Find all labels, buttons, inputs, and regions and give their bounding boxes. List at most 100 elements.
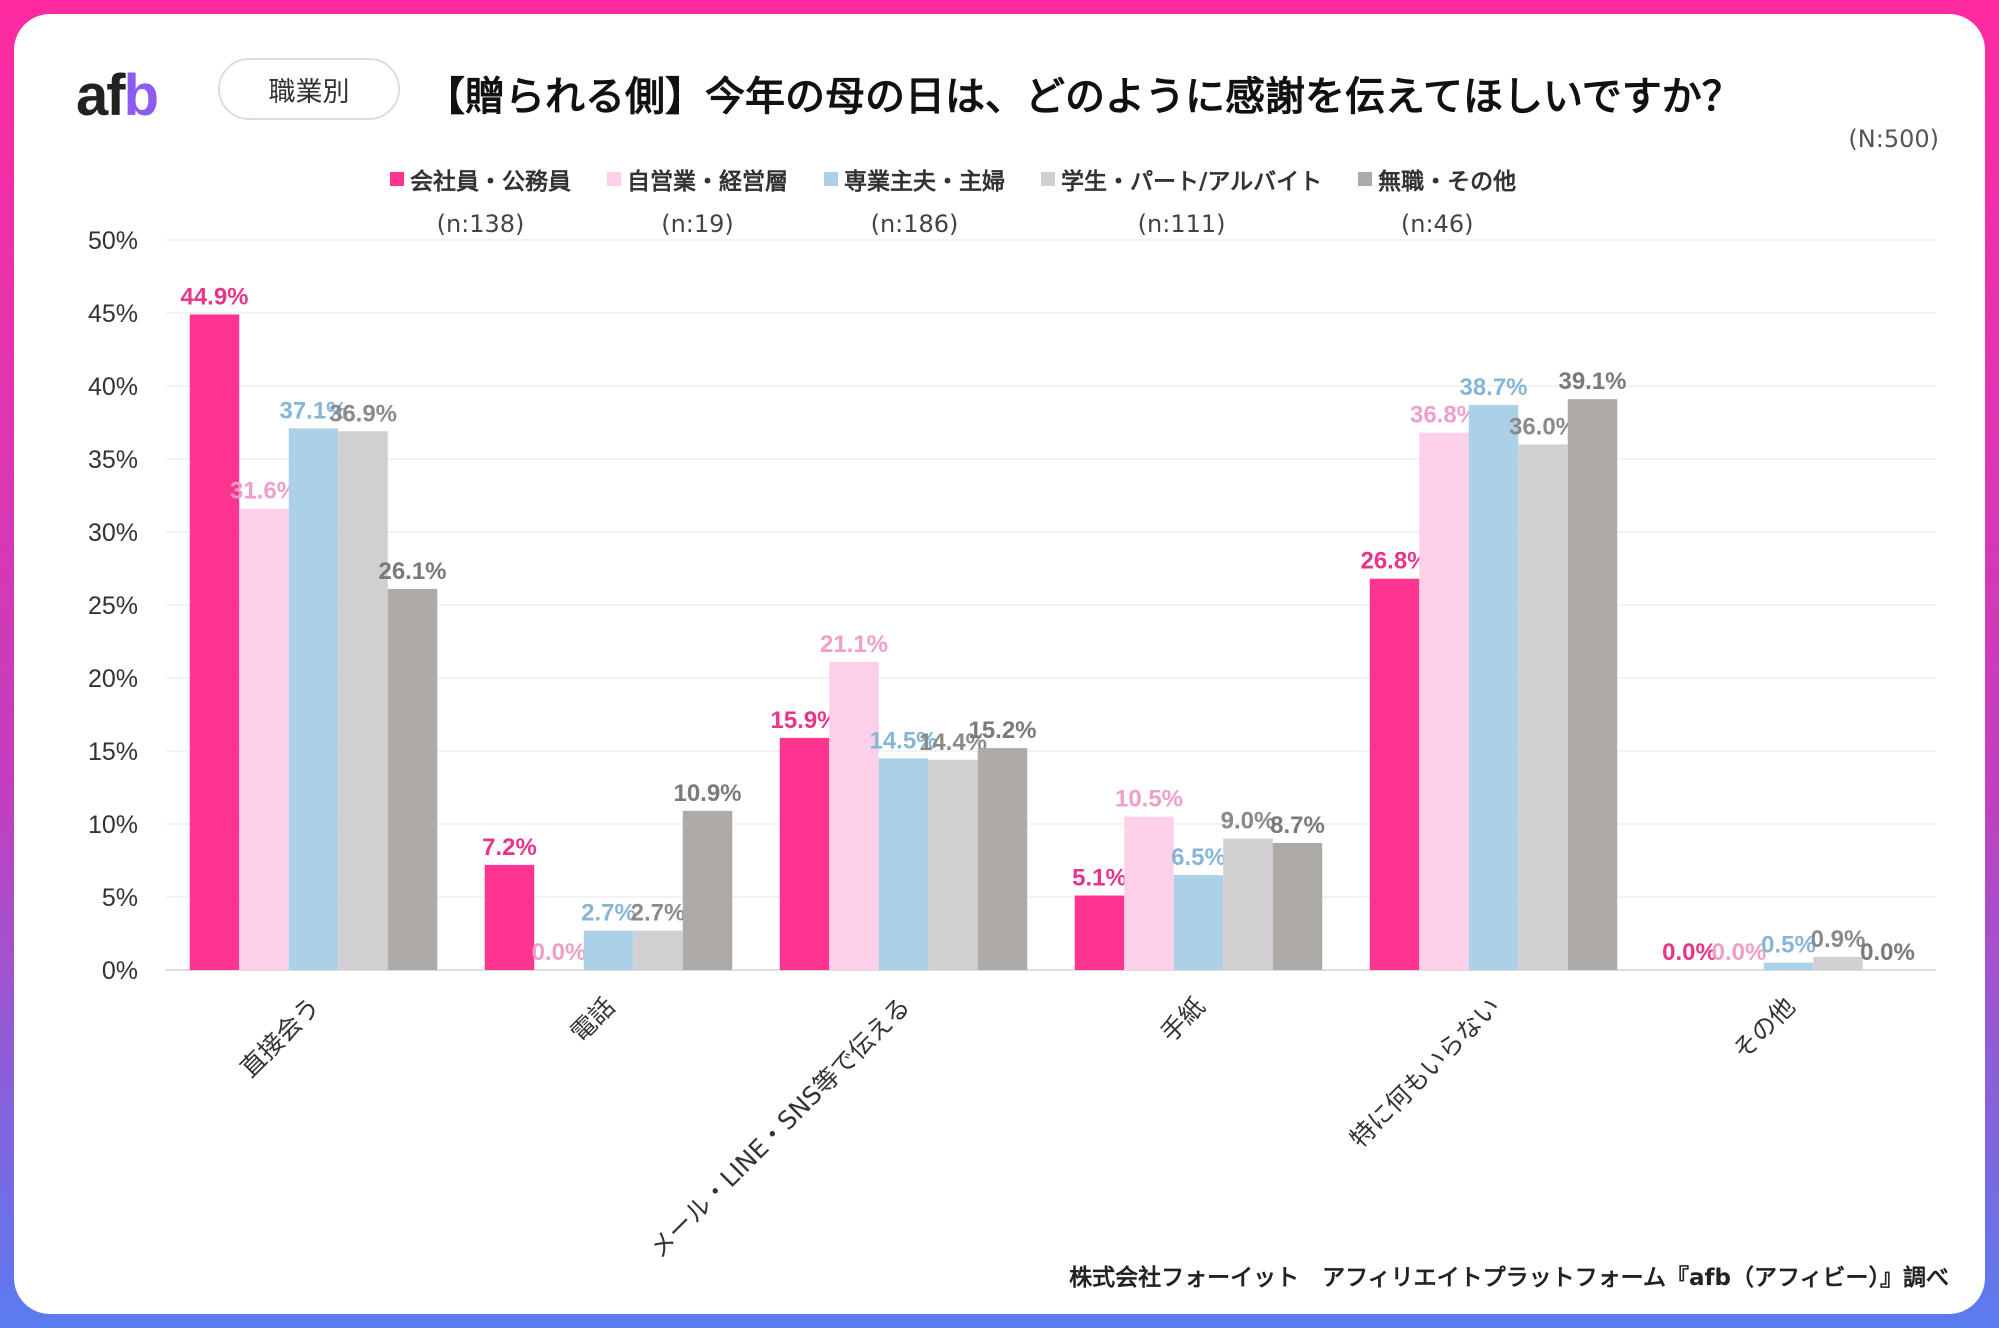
data-label: 37.1% — [279, 397, 347, 424]
legend: 会社員・公務員 (n:138) 自営業・経営層 (n:19) 専業主夫・主婦 (n:186… — [390, 162, 1552, 238]
y-tick-label: 10% — [88, 811, 138, 839]
legend-label: 会社員・公務員 — [410, 169, 571, 195]
data-label: 10.5% — [1115, 786, 1183, 813]
bar — [878, 758, 929, 970]
legend-swatch — [607, 172, 621, 186]
bar — [387, 588, 438, 970]
data-label: 21.1% — [820, 631, 888, 658]
bar — [1518, 444, 1568, 970]
data-label: 44.9% — [180, 283, 248, 310]
afb-logo: afb — [76, 63, 159, 128]
y-tick-label: 0% — [102, 957, 138, 985]
y-tick-label: 5% — [102, 884, 138, 912]
bar — [583, 930, 634, 970]
legend-item: 会社員・公務員 (n:138) — [390, 162, 571, 238]
y-tick-label: 50% — [88, 227, 138, 255]
data-label: 8.7% — [1270, 812, 1325, 839]
data-label: 26.8% — [1360, 548, 1428, 575]
bar — [1419, 432, 1469, 971]
bar — [338, 431, 388, 970]
legend-item: 自営業・経営層 (n:19) — [607, 162, 788, 238]
legend-label: 専業主夫・主婦 — [844, 169, 1005, 195]
data-label: 36.9% — [329, 400, 397, 427]
data-label: 31.6% — [230, 478, 298, 505]
legend-n: (n:186) — [870, 210, 959, 238]
bar — [189, 314, 240, 971]
legend-n: (n:111) — [1137, 210, 1226, 238]
legend-label: 自営業・経営層 — [627, 169, 788, 195]
data-label: 36.8% — [1410, 402, 1478, 429]
source-footer: 株式会社フォーイット アフィリエイトプラットフォーム『afb（アフィビー）』調べ — [1069, 1265, 1949, 1291]
y-tick-label: 35% — [88, 446, 138, 474]
x-category-label: メール・LINE・SNS等で伝える — [644, 992, 916, 1264]
chart-title: 【贈られる側】今年の母の日は、どのように感謝を伝えてほしいですか？ — [425, 74, 1742, 120]
y-tick-label: 25% — [88, 592, 138, 620]
bar — [1173, 875, 1224, 970]
bar — [682, 810, 733, 970]
data-label: 0.0% — [532, 939, 587, 966]
y-tick-label: 20% — [88, 665, 138, 693]
x-category-label: その他 — [1727, 992, 1801, 1066]
legend-label: 学生・パート/アルバイト — [1061, 169, 1323, 195]
bar — [633, 930, 683, 970]
x-category-label: 特に何もいらない — [1344, 992, 1506, 1154]
legend-n: (n:138) — [436, 210, 525, 238]
data-label: 7.2% — [482, 834, 537, 861]
x-category-label: 電話 — [565, 992, 621, 1048]
legend-swatch — [390, 172, 404, 186]
bar — [1567, 399, 1618, 970]
bar — [288, 428, 339, 971]
bar — [1124, 816, 1174, 970]
bar — [977, 748, 1028, 970]
bar — [484, 864, 535, 970]
data-label: 6.5% — [1171, 844, 1226, 871]
data-label: 0.0% — [1860, 939, 1915, 966]
y-tick-label: 40% — [88, 373, 138, 401]
data-label: 14.5% — [869, 727, 937, 754]
data-label: 14.4% — [919, 729, 987, 756]
bar — [1074, 895, 1125, 970]
data-label: 15.2% — [968, 717, 1036, 744]
data-label: 39.1% — [1558, 368, 1626, 395]
data-label: 2.7% — [631, 900, 686, 927]
data-label: 0.0% — [1712, 939, 1767, 966]
legend-item: 無職・その他 (n:46) — [1358, 162, 1516, 238]
data-label: 36.0% — [1509, 413, 1577, 440]
y-tick-label: 45% — [88, 300, 138, 328]
bar — [779, 737, 830, 970]
data-label: 0.9% — [1811, 926, 1866, 953]
legend-swatch — [1358, 172, 1373, 186]
bar — [928, 759, 978, 970]
bar — [1369, 578, 1420, 970]
data-label: 2.7% — [581, 900, 636, 927]
legend-n: (n:46) — [1400, 210, 1474, 238]
data-label: 38.7% — [1459, 374, 1527, 401]
bar — [1272, 842, 1323, 970]
bar — [829, 661, 879, 970]
x-category-label: 直接会う — [235, 992, 326, 1083]
data-label: 0.0% — [1662, 939, 1717, 966]
data-label: 0.5% — [1761, 932, 1816, 959]
y-tick-label: 15% — [88, 738, 138, 766]
data-label: 9.0% — [1221, 808, 1276, 835]
bar — [1813, 956, 1863, 970]
legend-item: 専業主夫・主婦 (n:186) — [824, 162, 1005, 238]
y-tick-label: 30% — [88, 519, 138, 547]
legend-swatch — [1041, 172, 1055, 186]
filter-pill[interactable]: 職業別 — [218, 58, 400, 120]
legend-n: (n:19) — [661, 210, 734, 238]
total-sample: (N:500) — [1848, 125, 1939, 153]
legend-label: 無職・その他 — [1378, 169, 1517, 195]
bar — [1468, 404, 1519, 971]
bar — [239, 508, 289, 970]
bar — [1763, 962, 1814, 970]
data-label: 5.1% — [1072, 865, 1127, 892]
x-category-label: 手紙 — [1155, 992, 1211, 1048]
legend-item: 学生・パート/アルバイト (n:111) — [1041, 162, 1322, 238]
data-label: 26.1% — [378, 558, 446, 585]
bar — [1223, 838, 1273, 970]
data-label: 10.9% — [673, 780, 741, 807]
legend-swatch — [824, 172, 838, 186]
data-label: 15.9% — [770, 707, 838, 734]
